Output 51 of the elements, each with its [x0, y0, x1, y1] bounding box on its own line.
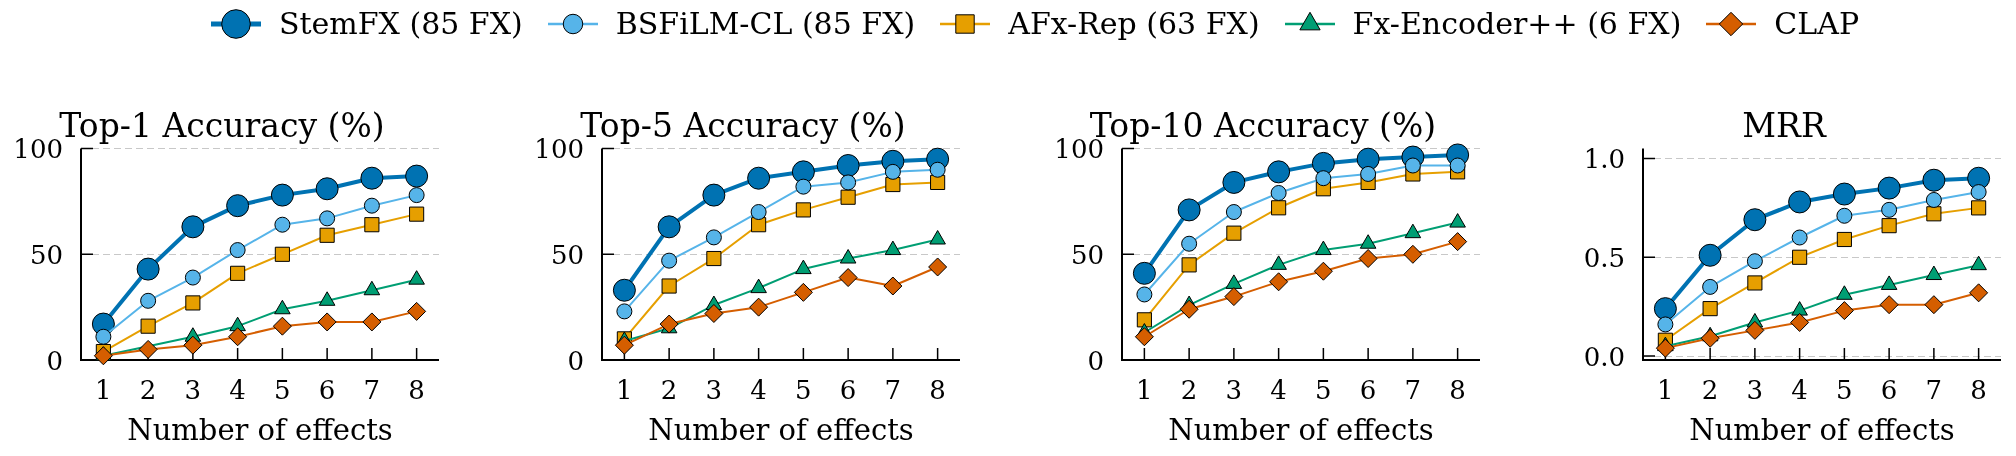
- x-tick-label: 1: [95, 375, 112, 406]
- x-tick-label: 7: [884, 375, 902, 406]
- legend-label: AFx-Rep (63 FX): [1008, 6, 1260, 41]
- x-tick-label: 2: [660, 375, 678, 406]
- y-tick-label: 50: [29, 240, 63, 271]
- x-tick-label: 5: [795, 375, 812, 406]
- x-tick-label: 8: [1449, 375, 1466, 406]
- y-tick-label: 50: [550, 240, 584, 271]
- x-tick-label: 5: [1836, 375, 1853, 406]
- x-tick-label: 7: [1404, 375, 1422, 406]
- x-tick-label: 6: [1359, 375, 1377, 406]
- legend-label: BSFiLM-CL (85 FX): [615, 6, 916, 41]
- y-tick-label: 0: [1087, 345, 1104, 376]
- x-tick-label: 7: [363, 375, 381, 406]
- x-tick-label: 3: [1746, 375, 1764, 406]
- x-tick-label: 2: [1180, 375, 1198, 406]
- x-axis-title: Number of effects: [1689, 413, 1955, 448]
- x-tick-label: 6: [1880, 375, 1898, 406]
- x-tick-label: 4: [229, 375, 246, 406]
- x-tick-label: 4: [1791, 375, 1808, 406]
- x-tick-label: 3: [1225, 375, 1243, 406]
- y-tick-label: 0.0: [1583, 341, 1625, 372]
- x-tick-label: 4: [750, 375, 767, 406]
- legend-label: CLAP: [1774, 6, 1860, 41]
- y-tick-label: 0: [46, 345, 63, 376]
- x-tick-label: 1: [1657, 375, 1674, 406]
- y-tick-label: 0: [567, 345, 584, 376]
- x-tick-label: 8: [408, 375, 425, 406]
- x-tick-label: 6: [839, 375, 857, 406]
- x-axis-title: Number of effects: [127, 413, 393, 448]
- x-tick-label: 8: [1970, 375, 1987, 406]
- x-tick-label: 3: [184, 375, 202, 406]
- x-tick-label: 6: [318, 375, 336, 406]
- x-tick-label: 4: [1270, 375, 1287, 406]
- x-tick-label: 1: [1136, 375, 1153, 406]
- x-axis-title: Number of effects: [648, 413, 914, 448]
- legend-label: Fx-Encoder++ (6 FX): [1352, 6, 1682, 41]
- x-tick-label: 8: [929, 375, 946, 406]
- x-tick-label: 5: [274, 375, 291, 406]
- legend-label: StemFX (85 FX): [278, 6, 523, 41]
- x-tick-label: 2: [1701, 375, 1719, 406]
- y-tick-label: 50: [1070, 240, 1104, 271]
- chart-title: MRR: [1742, 106, 1827, 146]
- x-tick-label: 2: [139, 375, 157, 406]
- x-tick-label: 1: [616, 375, 633, 406]
- x-tick-label: 5: [1315, 375, 1332, 406]
- x-tick-label: 3: [705, 375, 723, 406]
- x-tick-label: 7: [1925, 375, 1943, 406]
- x-axis-title: Number of effects: [1168, 413, 1434, 448]
- y-tick-label: 1.0: [1583, 144, 1625, 175]
- y-tick-label: 0.5: [1583, 243, 1625, 274]
